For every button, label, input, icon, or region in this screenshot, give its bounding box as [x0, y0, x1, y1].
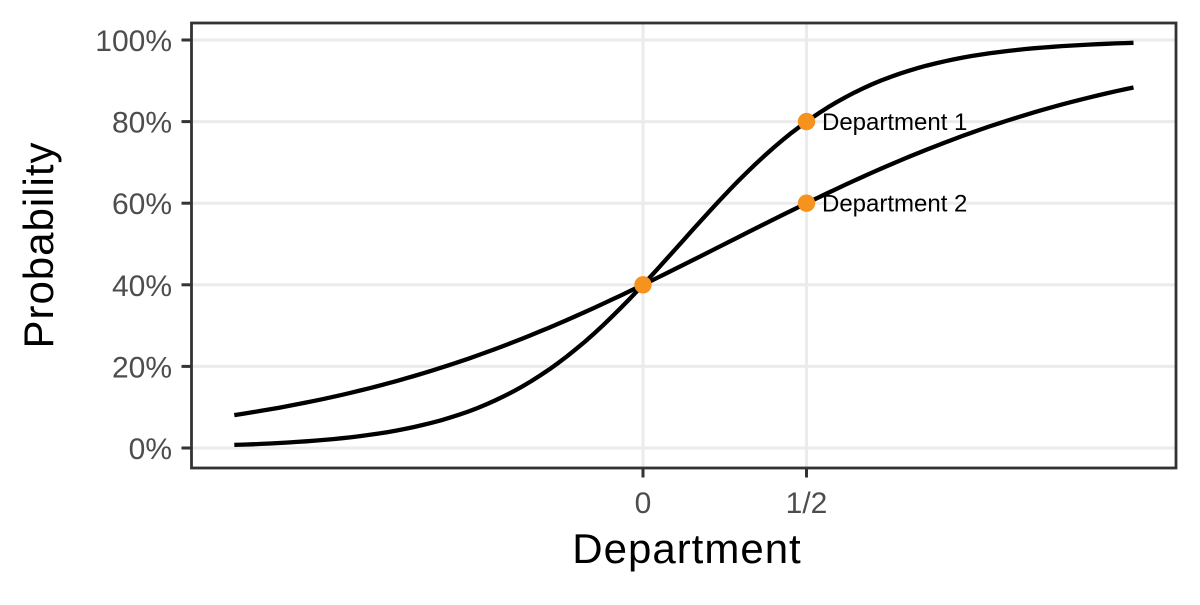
y-tick-label: 20% [112, 351, 172, 384]
highlight-point [797, 194, 816, 212]
y-tick-label: 40% [112, 270, 172, 303]
x-tick-label: 1/2 [786, 487, 828, 520]
y-tick-label: 80% [112, 107, 172, 140]
curve-1 [234, 40, 1134, 448]
highlight-points [634, 112, 816, 294]
tick-marks [181, 38, 808, 478]
point-annotations: Department 1 Department 2 [822, 109, 967, 218]
y-tick-label: 60% [112, 188, 172, 221]
y-tick-label: 100% [95, 25, 172, 58]
point-label: Department 2 [822, 191, 967, 218]
probability-curves [233, 40, 1134, 448]
x-axis-title: Department [572, 525, 801, 572]
y-tick-label: 0% [129, 433, 172, 466]
highlight-point [797, 112, 816, 131]
y-axis-title: Probability [15, 141, 62, 348]
curve-2 [233, 85, 1134, 418]
gridlines [191, 23, 1176, 468]
tick-labels: 0% 20% 40% 60% 80% 100% 0 1/2 [95, 25, 827, 520]
x-tick-label: 0 [635, 487, 652, 520]
highlight-point [634, 276, 652, 294]
point-label: Department 1 [822, 109, 967, 136]
plot-panel-border [190, 21, 1178, 470]
